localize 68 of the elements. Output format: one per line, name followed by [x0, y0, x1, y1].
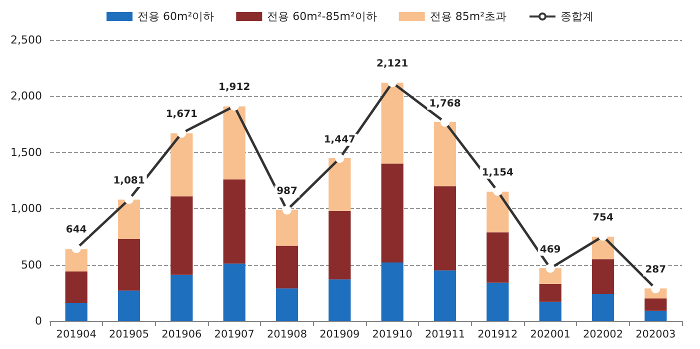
data-label: 1,912 — [218, 82, 250, 94]
x-tick-label: 201907 — [214, 328, 254, 340]
data-label: 469 — [540, 244, 561, 256]
y-tick-label: 0 — [35, 314, 42, 328]
x-tick-label: 201912 — [478, 328, 518, 340]
bar — [65, 249, 88, 272]
bar — [276, 210, 298, 246]
bar — [644, 310, 667, 321]
bar — [592, 294, 614, 321]
bar — [223, 264, 246, 321]
x-tick-label: 201906 — [162, 328, 202, 340]
data-label: 2,121 — [376, 58, 408, 70]
bar — [328, 158, 351, 211]
y-tick-label: 2,500 — [10, 34, 42, 46]
data-label: 1,154 — [482, 167, 514, 178]
y-tick-label: 1,000 — [10, 202, 42, 216]
bar — [381, 164, 404, 263]
legend-label: 전용 60m²-85m²이하 — [267, 10, 377, 23]
bar — [276, 288, 298, 321]
bar — [223, 106, 246, 180]
x-tick-label: 202001 — [530, 328, 570, 340]
bar — [539, 284, 562, 302]
bar — [170, 133, 193, 196]
legend-label: 전용 85m²초과 — [430, 10, 506, 23]
bar — [486, 232, 509, 283]
x-tick-label: 202003 — [636, 328, 676, 340]
bar — [644, 298, 667, 311]
bar — [486, 192, 509, 232]
x-tick-label: 201909 — [320, 328, 360, 340]
data-label: 644 — [66, 224, 87, 236]
x-tick-label: 202002 — [582, 328, 624, 340]
bar — [276, 246, 298, 288]
data-label: 287 — [645, 264, 666, 276]
legend-label: 전용 60m²이하 — [138, 10, 214, 23]
bar — [223, 179, 246, 264]
bar — [170, 196, 193, 275]
bar — [539, 268, 562, 284]
data-label: 1,081 — [113, 175, 145, 186]
data-label: 987 — [276, 186, 298, 198]
y-tick-label: 500 — [21, 258, 42, 272]
bar — [118, 200, 140, 239]
x-tick-label: 201910 — [372, 328, 412, 340]
x-tick-label: 201905 — [108, 328, 150, 340]
x-tick-label: 201904 — [56, 328, 97, 340]
bar — [65, 272, 88, 304]
bar — [434, 270, 456, 321]
bar — [486, 282, 509, 321]
y-tick-label: 2,000 — [10, 90, 42, 103]
y-tick-label: 1,500 — [10, 146, 42, 159]
bar — [328, 210, 351, 280]
data-label: 1,447 — [324, 134, 356, 146]
bar — [328, 279, 351, 321]
legend-label: 종합계 — [560, 10, 594, 23]
x-tick-label: 201908 — [266, 328, 308, 340]
bar — [118, 290, 140, 321]
bar — [592, 259, 614, 294]
bar — [434, 122, 456, 186]
bar — [434, 186, 456, 270]
bar — [118, 238, 140, 291]
bar — [381, 82, 404, 164]
data-label: 754 — [592, 212, 614, 224]
bar — [65, 303, 88, 321]
bar — [170, 274, 193, 321]
bar — [381, 262, 404, 321]
bar — [539, 302, 562, 321]
x-tick-label: 201911 — [424, 328, 466, 340]
data-label: 1,768 — [429, 98, 461, 110]
data-label: 1,671 — [166, 109, 198, 120]
